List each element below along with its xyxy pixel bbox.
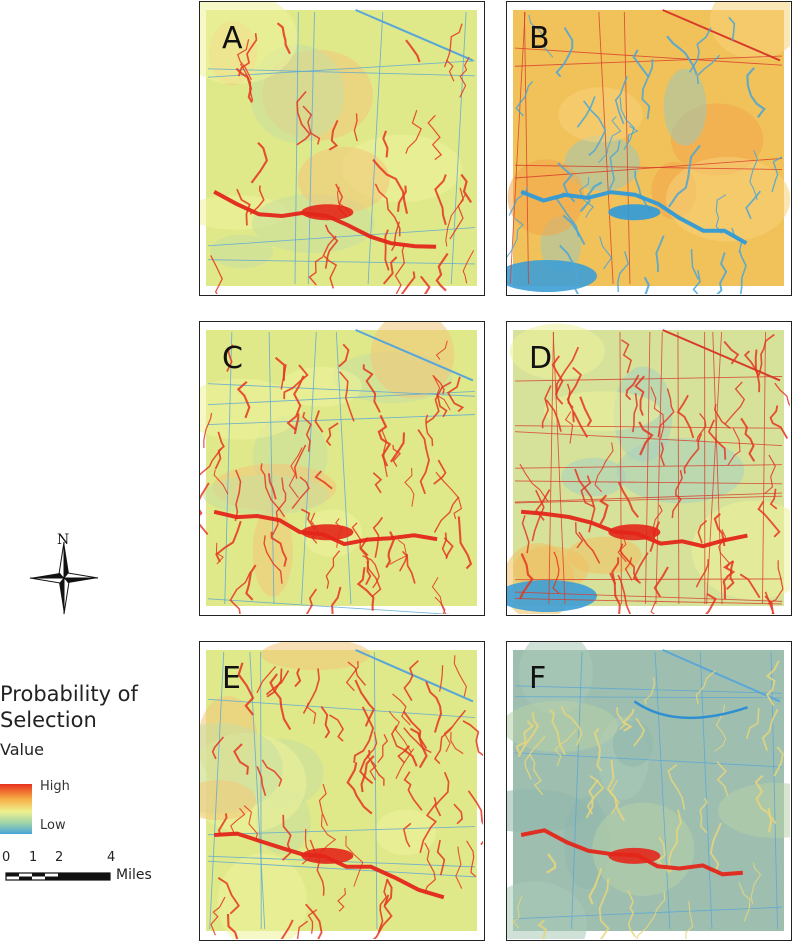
panel-label-e: E [222,661,241,696]
map-d-raster [507,323,790,614]
legend-title-line1: Probability of [0,682,138,706]
legend: Probability of Selection Value High Low [0,681,190,834]
scale-unit-label: Miles [116,867,152,883]
map-panel-c: C [199,321,485,616]
legend-subtitle: Value [0,740,44,759]
panel-label-d: D [529,341,553,376]
map-a-raster [200,2,477,294]
map-panel-f: F [506,641,792,941]
panel-label-a: A [222,21,243,56]
map-e-raster [200,642,483,939]
map-panel-a: A [199,1,485,296]
legend-color-ramp [0,784,32,834]
north-arrow-icon [29,541,99,615]
scale-bar [5,872,111,881]
scale-tick-4: 4 [107,850,116,865]
legend-high-label: High [40,779,70,794]
map-c-raster [200,322,477,614]
map-panel-e: E [199,641,485,941]
scale-tick-0: 0 [2,850,11,865]
map-panel-b: B [506,1,792,296]
map-b-raster [507,2,790,294]
panel-label-f: F [529,661,547,696]
legend-low-label: Low [40,818,66,833]
north-label: N [57,532,70,548]
map-panel-d: D [506,321,792,616]
map-f-raster [507,642,790,939]
scale-tick-1: 1 [29,850,38,865]
scale-tick-2: 2 [55,850,64,865]
panel-label-c: C [222,341,243,376]
panel-label-b: B [529,21,550,56]
legend-title-line2: Selection [0,708,97,732]
